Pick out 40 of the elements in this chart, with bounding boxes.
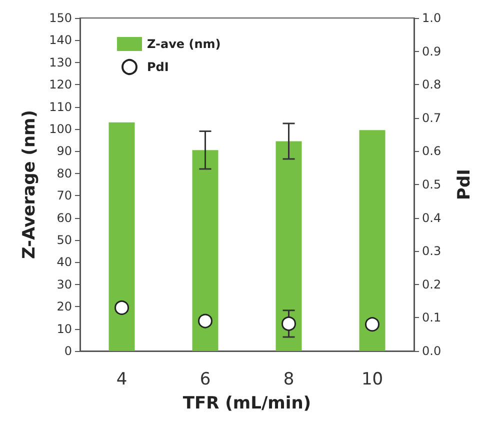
y-tick-label: 110 xyxy=(49,100,72,114)
y2-tick-label: 0.6 xyxy=(422,144,442,158)
y-tick-label: 120 xyxy=(49,78,72,92)
x-tick-label: 6 xyxy=(200,370,211,390)
legend-label: PdI xyxy=(147,60,169,74)
y-tick-label: 60 xyxy=(56,210,72,225)
x-tick-label: 10 xyxy=(361,370,384,390)
y-tick-label: 30 xyxy=(56,277,72,292)
y-tick-label: 90 xyxy=(56,144,72,158)
x-axis-title: TFR (mL/min) xyxy=(182,394,312,414)
y2-axis-title: PdI xyxy=(454,169,474,200)
y-tick-label: 150 xyxy=(49,11,72,25)
point xyxy=(282,316,296,331)
point xyxy=(114,300,129,315)
y2-tick-label: 0.4 xyxy=(422,210,442,225)
y2-tick-label: 0.0 xyxy=(422,344,442,358)
point xyxy=(365,317,380,332)
y-tick-label: 0 xyxy=(64,344,72,358)
y-tick-label: 70 xyxy=(56,188,72,203)
y-tick-label: 50 xyxy=(56,233,72,247)
y2-tick-label: 0.9 xyxy=(422,44,442,58)
y2-tick-label: 0.5 xyxy=(422,178,442,192)
y2-tick-label: 0.2 xyxy=(422,277,442,292)
y-tick-label: 20 xyxy=(56,300,72,314)
point xyxy=(198,314,212,328)
y2-tick-label: 1.0 xyxy=(422,11,442,25)
y-tick-label: 140 xyxy=(49,33,72,48)
y-tick-label: 80 xyxy=(56,166,72,180)
x-tick-label: 4 xyxy=(116,370,128,390)
y-tick-label: 130 xyxy=(49,55,72,70)
y-tick-label: 40 xyxy=(56,255,72,270)
x-tick-label: 8 xyxy=(283,370,294,390)
y-tick-label: 100 xyxy=(49,122,72,136)
y2-tick-label: 0.1 xyxy=(422,310,442,325)
legend-label: Z-ave (nm) xyxy=(147,37,221,51)
y2-tick-label: 0.7 xyxy=(422,110,442,125)
y-tick-label: 10 xyxy=(56,322,72,336)
y2-tick-label: 0.3 xyxy=(422,244,442,258)
y2-tick-label: 0.8 xyxy=(422,78,442,92)
y-axis-title: Z-Average (nm) xyxy=(20,110,40,260)
